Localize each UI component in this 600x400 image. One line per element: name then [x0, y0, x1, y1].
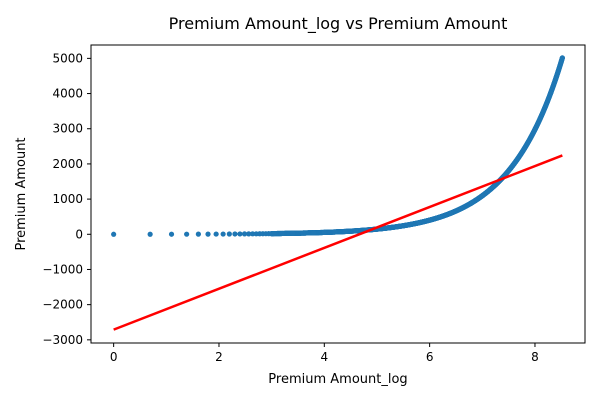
scatter-point: [237, 231, 243, 237]
y-axis-label: Premium Amount: [14, 137, 29, 250]
scatter-point: [479, 193, 485, 199]
scatter-point: [332, 229, 338, 235]
x-tick-label: 2: [215, 350, 223, 364]
scatter-point: [384, 225, 391, 231]
scatter-point: [311, 230, 317, 236]
chart-title: Premium Amount_log vs Premium Amount: [169, 14, 508, 34]
scatter-point: [469, 200, 475, 206]
scatter-point: [241, 231, 248, 237]
scatter-point: [405, 222, 412, 228]
scatter-point: [342, 228, 348, 235]
scatter-point: [279, 230, 285, 237]
scatter-point: [195, 231, 201, 237]
scatter-point: [511, 161, 517, 167]
y-tick-label: 5000: [52, 51, 83, 65]
scatter-point: [416, 220, 422, 226]
scatter-point: [548, 90, 554, 96]
scatter-point: [168, 231, 175, 237]
scatter-point: [490, 184, 496, 190]
scatter-point: [226, 231, 232, 237]
x-tick-label: 4: [320, 350, 328, 364]
scatter-point: [532, 126, 538, 133]
scatter-point: [290, 230, 296, 236]
scatter-point: [271, 230, 277, 237]
scatter-point: [213, 231, 219, 237]
scatter-point: [458, 205, 464, 212]
scatter-point: [537, 115, 543, 122]
scatter-point: [353, 228, 359, 234]
scatter-point: [321, 229, 327, 235]
scatter-point: [250, 231, 256, 237]
scatter-point: [205, 231, 211, 237]
scatter-point: [184, 231, 190, 237]
scatter-point: [542, 103, 549, 109]
scatter-point: [246, 231, 252, 237]
x-axis-label: Premium Amount_log: [268, 372, 407, 387]
x-tick-label: 8: [531, 350, 539, 364]
scatter-point: [559, 55, 565, 61]
y-tick-label: 3000: [52, 122, 83, 136]
scatter-point: [220, 231, 226, 237]
y-tick-label: 4000: [52, 87, 83, 101]
y-tick-label: 0: [75, 227, 83, 241]
x-tick-label: 6: [426, 350, 434, 364]
scatter-point: [437, 214, 443, 220]
scatter-point: [553, 75, 559, 81]
plot-area: 0 2 4 6 8 −3000 −2000 −1000 0 1000 2000 3000 4000 500…: [42, 44, 586, 364]
y-tick-label: 2000: [52, 157, 83, 171]
y-tick-label: 1000: [52, 192, 83, 206]
scatter-point: [448, 210, 454, 216]
y-tick-label: −3000: [42, 333, 83, 347]
y-tick-label: −1000: [42, 262, 83, 276]
x-tick-label: 0: [110, 350, 118, 364]
scatter-point: [427, 217, 433, 223]
scatter-point: [111, 231, 117, 237]
y-tick-label: −2000: [42, 298, 83, 312]
scatter-point: [232, 231, 238, 237]
scatter-point: [147, 231, 153, 237]
scatter-point: [395, 223, 401, 230]
plot-frame: [90, 44, 586, 344]
regression-line: [113, 154, 563, 331]
scatter-point: [521, 145, 528, 152]
scatter-point: [300, 230, 306, 236]
